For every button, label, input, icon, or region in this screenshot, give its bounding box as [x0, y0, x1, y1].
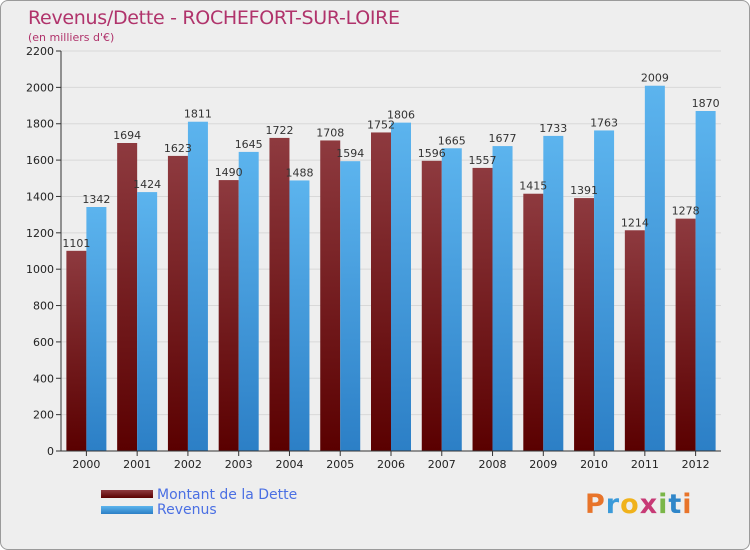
- value-label-revenue: 1424: [133, 178, 161, 191]
- axes: 0 200 400 600 800 1000 1200 1400 1600 1800 2000 220…: [26, 45, 721, 471]
- proxiti-logo: Proxiti: [585, 489, 693, 520]
- value-label-debt: 1694: [113, 129, 141, 142]
- legend-swatch-debt: [101, 490, 153, 498]
- y-tick-label: 2000: [26, 81, 54, 94]
- logo-letter: x: [639, 489, 659, 520]
- bar-revenue: [695, 111, 716, 451]
- value-label-debt: 1752: [367, 118, 395, 131]
- value-label-debt: 1722: [265, 124, 293, 137]
- value-label-debt: 1557: [469, 154, 497, 167]
- bar-revenue: [340, 161, 361, 451]
- value-label-revenue: 1870: [692, 97, 720, 110]
- x-tick-label: 2001: [123, 458, 151, 471]
- chart-title: Revenus/Dette - ROCHEFORT-SUR-LOIRE: [28, 7, 400, 29]
- bar-revenue: [543, 135, 564, 451]
- bar-debt: [218, 180, 239, 451]
- bar-revenue: [391, 122, 411, 452]
- value-label-revenue: 1665: [438, 134, 466, 147]
- bars: [66, 85, 716, 452]
- bar-debt: [574, 198, 595, 451]
- y-tick-label: 600: [33, 336, 54, 349]
- x-tick-label: 2009: [529, 458, 557, 471]
- value-label-debt: 1415: [519, 180, 547, 193]
- x-tick-label: 2008: [479, 458, 507, 471]
- y-tick-label: 0: [47, 445, 54, 458]
- bar-debt: [523, 193, 544, 451]
- x-tick-label: 2003: [225, 458, 253, 471]
- y-tick-label: 2200: [26, 45, 54, 58]
- y-tick-label: 1000: [26, 263, 54, 276]
- logo-letter: o: [620, 489, 640, 520]
- value-label-revenue: 1594: [336, 147, 364, 160]
- legend-label-debt: Montant de la Dette: [157, 487, 298, 503]
- y-tick-label: 200: [33, 409, 54, 422]
- value-label-revenue: 1645: [235, 138, 263, 151]
- y-tick-label: 400: [33, 372, 54, 385]
- bar-revenue: [644, 85, 665, 452]
- bar-debt: [320, 140, 341, 452]
- x-tick-label: 2011: [631, 458, 659, 471]
- logo-letter: i: [682, 489, 693, 520]
- bar-debt: [421, 160, 442, 451]
- legend-swatch-revenue: [101, 506, 153, 514]
- bar-revenue: [187, 121, 208, 452]
- x-tick-label: 2002: [174, 458, 202, 471]
- value-label-revenue: 1488: [285, 166, 313, 179]
- x-tick-label: 2006: [377, 458, 405, 471]
- value-label-debt: 1101: [62, 237, 90, 250]
- value-label-debt: 1708: [316, 126, 344, 139]
- y-tick-label: 800: [33, 300, 54, 313]
- legend-label-revenue: Revenus: [157, 502, 217, 518]
- bar-debt: [472, 167, 493, 451]
- bar-revenue: [137, 192, 158, 451]
- y-tick-label: 1400: [26, 190, 54, 203]
- value-label-revenue: 1342: [82, 193, 110, 206]
- logo-letter: i: [658, 489, 669, 520]
- bar-revenue: [238, 151, 259, 451]
- value-label-revenue: 1806: [387, 109, 415, 122]
- x-tick-label: 2000: [72, 458, 100, 471]
- bar-revenue: [594, 130, 615, 452]
- value-label-debt: 1278: [672, 205, 700, 218]
- bar-revenue: [86, 207, 107, 451]
- bar-revenue: [492, 146, 513, 451]
- logo-letter: t: [668, 489, 683, 520]
- value-label-revenue: 1763: [590, 116, 618, 129]
- value-label-revenue: 1811: [184, 108, 212, 121]
- bar-debt: [624, 230, 645, 451]
- bar-revenue: [441, 148, 462, 452]
- bar-debt: [371, 132, 391, 452]
- x-tick-label: 2012: [682, 458, 710, 471]
- logo-letter: r: [605, 489, 621, 520]
- value-label-revenue: 1677: [489, 132, 517, 145]
- x-tick-label: 2004: [275, 458, 303, 471]
- x-tick-label: 2007: [428, 458, 456, 471]
- bar-debt: [167, 155, 188, 451]
- chart-subtitle: (en milliers d'€): [28, 31, 115, 44]
- value-label-debt: 1490: [215, 166, 243, 179]
- bar-revenue: [289, 180, 310, 452]
- value-label-debt: 1214: [621, 216, 649, 229]
- y-tick-label: 1600: [26, 154, 54, 167]
- value-label-debt: 1623: [164, 142, 192, 155]
- value-label-revenue: 2009: [641, 72, 669, 85]
- logo-letter: P: [585, 489, 606, 520]
- y-tick-label: 1200: [26, 227, 54, 240]
- bar-debt: [269, 137, 290, 451]
- value-label-revenue: 1733: [539, 122, 567, 135]
- bar-debt: [675, 218, 696, 451]
- x-tick-label: 2010: [580, 458, 608, 471]
- value-label-debt: 1596: [418, 147, 446, 160]
- y-tick-label: 1800: [26, 118, 54, 131]
- x-tick-label: 2005: [326, 458, 354, 471]
- bar-debt: [66, 250, 87, 451]
- value-label-debt: 1391: [570, 184, 598, 197]
- bar-debt: [117, 143, 138, 451]
